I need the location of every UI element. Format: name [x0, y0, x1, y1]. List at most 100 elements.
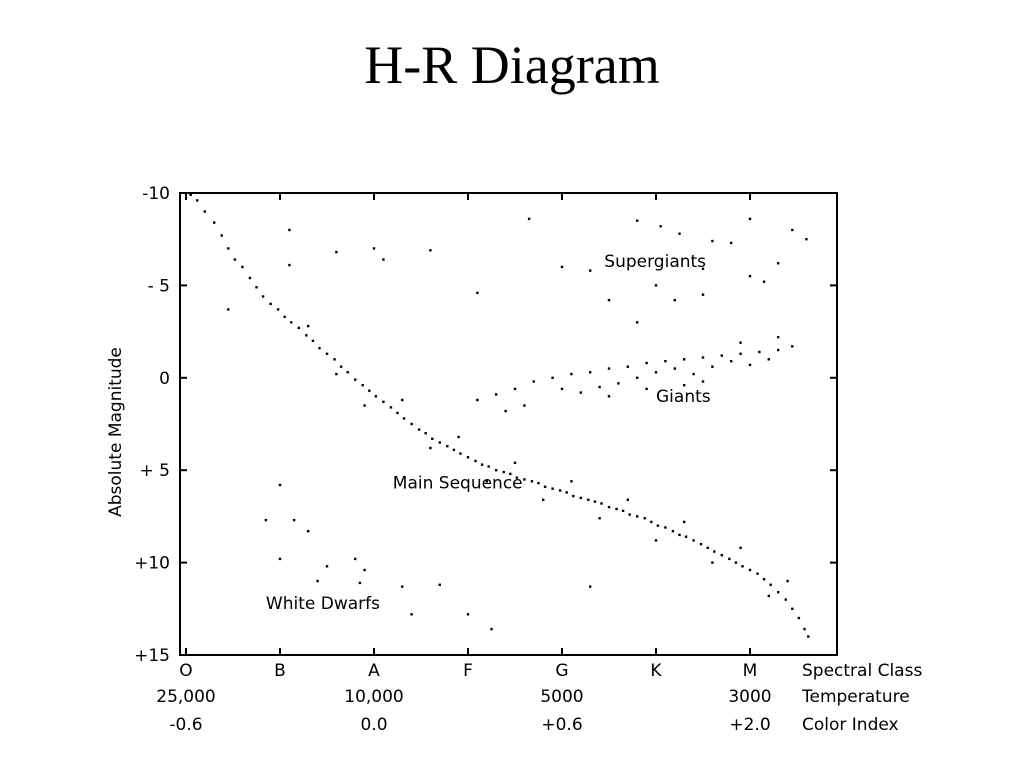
supergiants-point	[673, 298, 676, 302]
main-sequence-point	[587, 498, 590, 501]
supergiants-point	[589, 269, 592, 272]
x-axis: O B A F G K M Spectral Class 25,000 10,000 5000 300…	[156, 193, 922, 735]
main-sequence-point	[711, 561, 714, 564]
supergiants-point	[607, 298, 611, 302]
x-tick-label: G	[555, 661, 568, 681]
main-sequence-point	[363, 404, 366, 407]
main-sequence-point	[572, 494, 575, 498]
supergiants-point	[701, 293, 705, 296]
giants-point	[777, 348, 780, 352]
x-tick-label: A	[368, 661, 380, 681]
supergiants-point	[476, 291, 479, 294]
supergiants-point	[711, 239, 714, 243]
main-sequence-point	[333, 358, 336, 361]
main-sequence-point	[452, 448, 456, 452]
main-sequence-point	[650, 520, 653, 524]
supergiants-point	[382, 258, 385, 261]
white-dwarfs-point	[589, 585, 592, 588]
giants-point	[720, 354, 723, 357]
giants-point	[692, 372, 695, 376]
x-tick-label: B	[274, 661, 286, 681]
white-dwarfs-point	[466, 613, 470, 616]
main-sequence-point	[241, 265, 244, 269]
supergiants-point	[429, 249, 432, 252]
main-sequence-point	[600, 502, 603, 505]
y-tick-label: - 5	[148, 276, 170, 296]
main-sequence-point	[429, 446, 432, 450]
giants-point	[701, 380, 705, 383]
main-sequence-point	[523, 478, 526, 481]
main-sequence-point	[220, 234, 223, 237]
main-sequence-point	[515, 476, 519, 479]
supergiants-point	[748, 274, 752, 278]
white-dwarfs-point	[292, 518, 296, 522]
main-sequence-point	[699, 542, 703, 546]
giants-point	[598, 385, 601, 389]
main-sequence-point	[382, 400, 385, 404]
x-tick-label: 3000	[728, 687, 771, 707]
supergiants-point	[372, 247, 376, 250]
main-sequence-point	[542, 498, 545, 501]
giants-point	[748, 363, 752, 367]
main-sequence-point	[189, 193, 192, 197]
annotation-label: Main Sequence	[393, 474, 523, 494]
giants-point	[711, 365, 714, 368]
main-sequence-point	[290, 321, 293, 324]
x-row-label: Color Index	[802, 715, 899, 735]
main-sequence-point	[728, 557, 731, 561]
main-sequence-point	[598, 517, 601, 520]
main-sequence-point	[438, 441, 441, 444]
main-sequence-point	[374, 395, 378, 398]
y-tick-label: -10	[142, 184, 170, 204]
white-dwarfs-point	[401, 585, 404, 588]
giants-point	[683, 383, 686, 387]
main-sequence-point	[706, 546, 709, 550]
main-sequence-point	[389, 406, 393, 409]
x-tick-label: F	[463, 661, 473, 681]
white-dwarfs-point	[264, 518, 268, 522]
giants-point	[607, 367, 611, 370]
x-tick-label: O	[179, 661, 192, 681]
x-tick-label: 0.0	[360, 715, 387, 735]
main-sequence-point	[570, 480, 573, 483]
y-tick-label: + 5	[140, 461, 170, 481]
giants-point	[664, 359, 667, 363]
main-sequence-point	[748, 568, 752, 572]
x-tick-label: 5000	[540, 687, 583, 707]
main-sequence-point	[643, 517, 646, 520]
main-sequence-point	[683, 520, 686, 524]
supergiants-point	[288, 263, 291, 267]
white-dwarfs-point	[363, 568, 366, 572]
main-sequence-point	[684, 535, 688, 538]
supergiants-point	[701, 267, 705, 270]
main-sequence-point	[227, 247, 230, 250]
main-sequence-point	[671, 529, 675, 533]
giants-point	[495, 393, 498, 396]
main-sequence-point	[720, 554, 723, 557]
x-tick-label: 25,000	[156, 687, 215, 707]
y-axis: -10 - 5 0 + 5 +10 +15	[134, 184, 837, 666]
white-dwarfs-point	[438, 583, 441, 586]
x-row-label: Temperature	[801, 687, 910, 707]
page-title: H-R Diagram	[364, 35, 660, 95]
main-sequence-point	[402, 417, 406, 420]
x-tick-label: 10,000	[344, 687, 403, 707]
giants-point	[739, 352, 742, 355]
main-sequence-point	[502, 470, 505, 474]
main-sequence-point	[509, 472, 512, 476]
annotation-label: Supergiants	[604, 252, 706, 272]
white-dwarfs-point	[490, 627, 493, 631]
main-sequence-point	[417, 428, 421, 431]
white-dwarfs-point	[278, 557, 282, 561]
giants-point	[617, 382, 620, 385]
white-dwarfs-point	[278, 483, 282, 487]
white-dwarfs-point	[410, 613, 413, 616]
giants-point	[730, 359, 733, 363]
giants-point	[701, 356, 705, 359]
supergiants-point	[335, 250, 338, 254]
main-sequence-point	[368, 389, 371, 392]
main-sequence-point	[769, 583, 772, 586]
main-sequence-point	[297, 326, 300, 330]
giants-point	[570, 372, 573, 376]
main-sequence-point	[325, 352, 329, 355]
